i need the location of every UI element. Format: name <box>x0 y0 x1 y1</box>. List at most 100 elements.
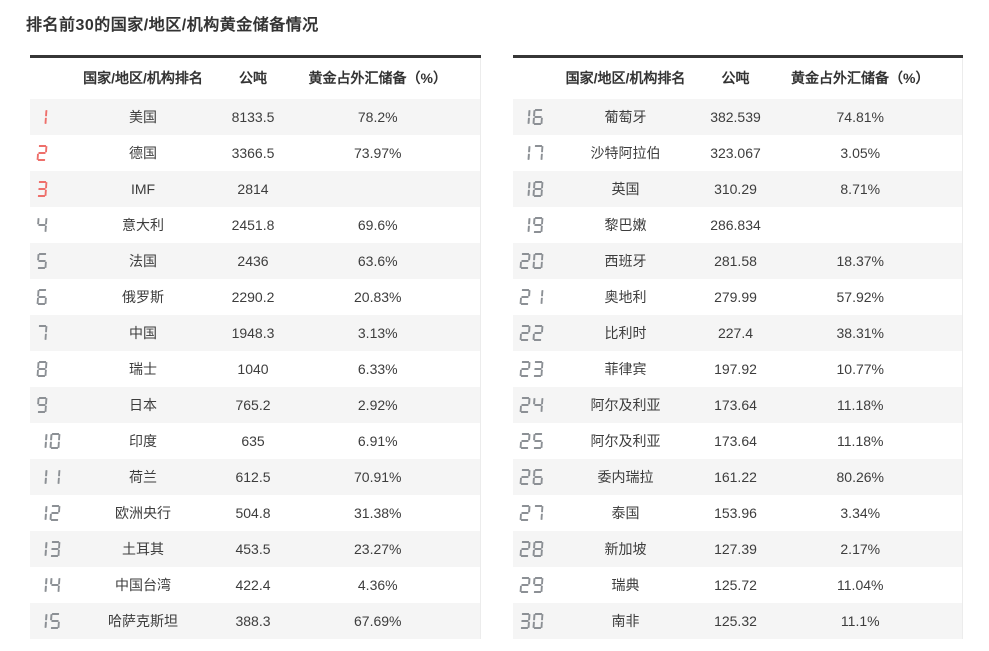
rank-cell <box>513 603 563 639</box>
table-row: 阿尔及利亚 173.64 11.18% <box>512 422 963 459</box>
tons-cell: 173.64 <box>714 396 757 413</box>
country-cell: 南非 <box>611 612 640 629</box>
pct-cell: 2.17% <box>840 540 881 557</box>
table-row: 西班牙 281.58 18.37% <box>512 242 963 279</box>
tons-cell: 3366.5 <box>231 144 275 161</box>
rank-cell <box>30 531 80 567</box>
rank-cell <box>30 279 80 315</box>
pct-cell: 2.92% <box>357 396 398 413</box>
pct-cell: 38.31% <box>836 324 884 341</box>
country-cell: 美国 <box>129 108 157 125</box>
rank-digits <box>37 218 48 233</box>
tons-cell: 2436 <box>237 252 269 269</box>
rank-cell <box>513 567 563 603</box>
pct-cell: 73.97% <box>354 144 402 161</box>
country-cell: 法国 <box>129 252 157 269</box>
country-cell: 西班牙 <box>604 252 647 269</box>
column-header-name: 国家/地区/机构排名 <box>80 56 206 99</box>
header-row: 国家/地区/机构排名 公吨 黄金占外汇储备（%） <box>30 56 480 99</box>
gold-reserves-table-left: 国家/地区/机构排名 公吨 黄金占外汇储备（%） 美国 8133.5 78.2% 德国… <box>30 55 481 639</box>
table-row: 美国 8133.5 78.2% <box>30 98 480 135</box>
pct-cell: 23.27% <box>354 540 402 557</box>
table-row: 南非 125.32 11.1% <box>512 602 963 639</box>
tons-cell: 286.834 <box>710 216 761 233</box>
pct-cell <box>300 171 480 207</box>
table-row: 菲律宾 197.92 10.77% <box>512 350 963 387</box>
rank-digits <box>36 289 47 306</box>
tons-cell: 125.32 <box>714 612 757 629</box>
table-row: 欧洲央行 504.8 31.38% <box>30 494 480 531</box>
table-row: 新加坡 127.39 2.17% <box>512 530 963 567</box>
rank-cell <box>513 351 563 387</box>
pct-cell <box>783 207 963 243</box>
country-cell: 菲律宾 <box>604 360 647 377</box>
table-row: 德国 3366.5 73.97% <box>30 134 480 171</box>
rank-cell <box>30 351 80 387</box>
pct-cell: 8.71% <box>840 180 881 197</box>
country-cell: 阿尔及利亚 <box>590 396 661 413</box>
column-header-pct: 黄金占外汇储备（%） <box>782 56 963 99</box>
rank-cell <box>513 459 563 495</box>
tons-cell: 161.22 <box>714 468 757 485</box>
column-header-tons: 公吨 <box>688 56 783 99</box>
tons-cell: 504.8 <box>235 504 271 521</box>
tons-cell: 635 <box>241 432 265 449</box>
rank-digits <box>519 469 543 486</box>
table-row: 委内瑞拉 161.22 80.26% <box>512 458 963 495</box>
table-row: 哈萨克斯坦 388.3 67.69% <box>30 602 480 639</box>
country-cell: IMF <box>130 180 156 197</box>
table-row: 瑞士 1040 6.33% <box>30 350 480 387</box>
table-row: 葡萄牙 382.539 74.81% <box>512 98 963 135</box>
rank-cell <box>30 135 80 171</box>
rank-cell <box>513 135 563 171</box>
table-row: 俄罗斯 2290.2 20.83% <box>30 278 480 315</box>
tables-container: 国家/地区/机构排名 公吨 黄金占外汇储备（%） 美国 8133.5 78.2% 德国… <box>30 55 963 639</box>
tons-cell: 310.29 <box>714 180 757 197</box>
table-row: 比利时 227.4 38.31% <box>512 314 963 351</box>
country-cell: 哈萨克斯坦 <box>108 612 178 629</box>
gold-reserves-table-right: 国家/地区/机构排名 公吨 黄金占外汇储备（%） 葡萄牙 382.539 74.81… <box>512 55 963 639</box>
pct-cell: 80.26% <box>836 468 884 485</box>
pct-cell: 11.1% <box>840 612 880 629</box>
tons-cell: 2814 <box>237 180 269 197</box>
table-row: 法国 2436 63.6% <box>30 242 480 279</box>
country-cell: 俄罗斯 <box>122 288 164 305</box>
pct-cell: 11.04% <box>837 576 884 593</box>
rank-digits <box>37 253 47 270</box>
pct-cell: 3.13% <box>357 324 398 341</box>
pct-cell: 70.91% <box>354 468 402 485</box>
table-row: 奥地利 279.99 57.92% <box>512 278 963 315</box>
table-row: 泰国 153.96 3.34% <box>512 494 963 531</box>
rank-digits <box>44 541 61 558</box>
column-header-pct: 黄金占外汇储备（%） <box>300 56 480 99</box>
table-row: 日本 765.2 2.92% <box>30 386 480 423</box>
header-row: 国家/地区/机构排名 公吨 黄金占外汇储备（%） <box>512 56 963 99</box>
table-row: 瑞典 125.72 11.04% <box>512 566 963 603</box>
rank-cell <box>30 171 80 207</box>
table-row: 意大利 2451.8 69.6% <box>30 206 480 243</box>
table-row: 中国台湾 422.4 4.36% <box>30 566 480 603</box>
rank-digits <box>36 361 48 378</box>
rank-digits <box>519 289 543 306</box>
tons-cell: 1040 <box>237 360 269 377</box>
rank-digits <box>527 109 543 126</box>
country-cell: 日本 <box>129 396 157 413</box>
rank-digits <box>519 433 543 450</box>
rank-cell <box>513 531 563 567</box>
country-cell: 中国 <box>129 324 157 341</box>
page-title: 排名前30的国家/地区/机构黄金储备情况 <box>26 17 319 34</box>
pct-cell: 3.34% <box>840 504 881 521</box>
table-body-right: 葡萄牙 382.539 74.81% 沙特阿拉伯 323.067 3.05% 英国 310.2… <box>512 98 963 639</box>
country-cell: 土耳其 <box>122 540 164 557</box>
table-body-left: 美国 8133.5 78.2% 德国 3366.5 73.97% IMF 2814 意大利 245… <box>30 98 480 639</box>
tons-cell: 2290.2 <box>231 288 275 305</box>
pct-cell: 74.81% <box>836 108 884 125</box>
table-row: 沙特阿拉伯 323.067 3.05% <box>512 134 963 171</box>
country-cell: 瑞典 <box>611 576 640 593</box>
table-row: 英国 310.29 8.71% <box>512 170 963 207</box>
rank-cell <box>30 495 80 531</box>
country-cell: 荷兰 <box>129 468 157 485</box>
rank-digits <box>527 181 543 198</box>
pct-cell: 6.91% <box>357 432 398 449</box>
country-cell: 阿尔及利亚 <box>590 432 661 449</box>
